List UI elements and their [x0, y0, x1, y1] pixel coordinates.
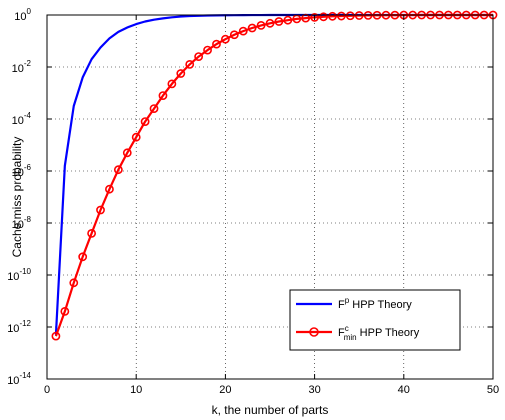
y-tick-label: 100	[14, 7, 31, 23]
y-tick-label: 10-4	[12, 111, 32, 127]
series-point	[167, 79, 177, 89]
series-point	[140, 117, 150, 126]
series-point	[345, 11, 355, 21]
series-point	[274, 17, 284, 26]
x-tick-label: 10	[130, 384, 142, 396]
series-point	[78, 252, 88, 262]
series-point	[87, 228, 96, 238]
legend-label-1: Fp HPP Theory	[338, 296, 412, 311]
series-point	[247, 23, 257, 33]
series-point	[319, 12, 328, 22]
series-point	[131, 132, 141, 142]
y-tick-label: 10-2	[12, 59, 32, 75]
series-point	[220, 34, 230, 44]
y-axis-label: Cache miss probability	[10, 137, 24, 258]
series-point	[256, 20, 266, 30]
x-tick-label: 40	[398, 384, 410, 396]
x-tick-label: 20	[219, 384, 231, 396]
series-point	[113, 165, 123, 175]
ticks: 0 10 20 30 40 50 10-14 10-12 10-10 10-8 10-6 10-4 10…	[7, 7, 499, 396]
series-point	[229, 30, 239, 40]
series-point	[310, 12, 319, 22]
legend-box	[289, 289, 461, 351]
series-point	[238, 26, 248, 36]
series-point	[60, 306, 70, 316]
plot-frame	[46, 14, 494, 380]
x-tick-label: 30	[308, 384, 320, 396]
y-tick-label: 10-6	[12, 163, 32, 179]
series-point	[149, 104, 159, 113]
grid	[47, 15, 493, 379]
series-point	[194, 52, 204, 61]
x-axis-label: k, the number of parts	[212, 403, 329, 417]
legend-marker-2	[309, 327, 319, 337]
series-point	[51, 331, 61, 341]
legend-label-2: Fc min HPP Theory	[338, 324, 420, 342]
series-point	[203, 45, 212, 55]
y-tick-label: 10-10	[7, 267, 31, 283]
x-tick-label: 50	[487, 384, 499, 396]
series-point	[328, 11, 337, 21]
series-point	[105, 184, 114, 194]
x-tick-label: 0	[44, 384, 50, 396]
series-point	[176, 69, 186, 78]
legend: Fp HPP Theory Fc min HPP Theory	[289, 289, 461, 351]
y-tick-label: 10-12	[7, 319, 31, 335]
series-point	[69, 278, 79, 288]
series-point	[158, 91, 168, 100]
series-point	[354, 11, 364, 20]
y-tick-label: 10-14	[7, 371, 31, 387]
series-point	[122, 148, 132, 158]
series-point	[265, 18, 275, 28]
series-point	[283, 15, 293, 25]
series-point	[336, 11, 346, 21]
series-point	[212, 39, 221, 49]
y-tick-label: 10-8	[12, 215, 32, 231]
series-point	[185, 60, 195, 69]
series-point	[96, 205, 105, 215]
